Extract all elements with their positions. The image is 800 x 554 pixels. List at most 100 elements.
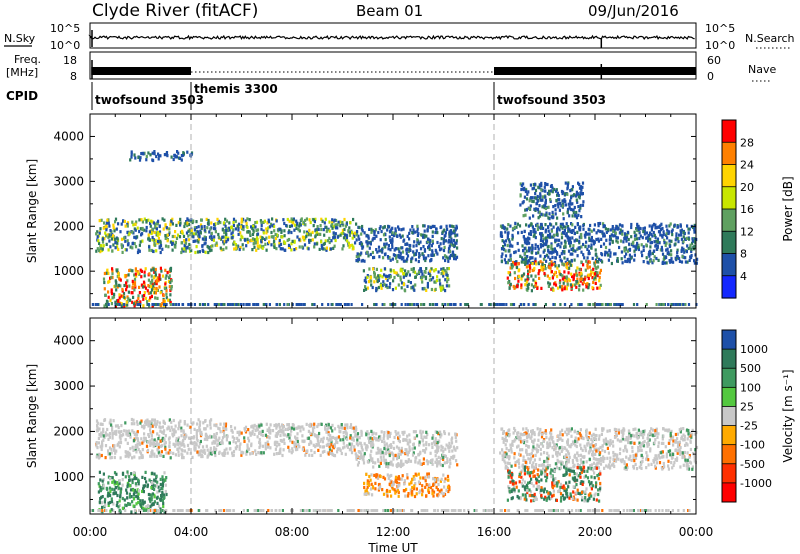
heatmap-cell bbox=[238, 447, 241, 451]
heatmap-cell bbox=[569, 199, 572, 203]
heatmap-cell bbox=[346, 437, 349, 441]
heatmap-cell bbox=[516, 241, 519, 246]
heatmap-cell bbox=[268, 436, 271, 440]
ground-scatter-cell bbox=[96, 303, 99, 306]
heatmap-cell bbox=[345, 233, 348, 237]
heatmap-cell bbox=[348, 244, 352, 248]
heatmap-cell bbox=[504, 443, 507, 447]
heatmap-cell bbox=[436, 430, 439, 434]
heatmap-cell bbox=[317, 443, 320, 447]
heatmap-cell bbox=[506, 234, 509, 238]
heatmap-cell bbox=[572, 276, 575, 280]
heatmap-cell bbox=[155, 422, 158, 426]
heatmap-cell bbox=[396, 259, 399, 264]
heatmap-cell bbox=[275, 233, 279, 237]
heatmap-cell bbox=[143, 228, 146, 232]
heatmap-cell bbox=[441, 230, 444, 234]
heatmap-cell bbox=[547, 205, 550, 209]
heatmap-cell bbox=[397, 255, 400, 259]
heatmap-cell bbox=[532, 186, 536, 190]
heatmap-cell bbox=[149, 153, 152, 157]
heatmap-cell bbox=[169, 451, 172, 455]
heatmap-cell bbox=[210, 233, 213, 237]
heatmap-cell bbox=[258, 424, 261, 428]
heatmap-cell bbox=[422, 235, 425, 239]
heatmap-cell bbox=[267, 242, 270, 246]
heatmap-cell bbox=[602, 234, 605, 238]
heatmap-cell bbox=[394, 453, 397, 457]
heatmap-cell bbox=[152, 440, 155, 445]
heatmap-cell bbox=[314, 445, 317, 449]
heatmap-cell bbox=[177, 427, 180, 431]
heatmap-cell bbox=[127, 432, 130, 436]
heatmap-cell bbox=[168, 285, 171, 289]
ground-scatter-cell bbox=[105, 303, 108, 306]
heatmap-cell bbox=[377, 274, 380, 278]
heatmap-cell bbox=[564, 245, 567, 249]
heatmap-cell bbox=[282, 448, 285, 452]
heatmap-cell bbox=[512, 284, 515, 289]
heatmap-cell bbox=[204, 250, 207, 254]
heatmap-cell bbox=[690, 247, 693, 251]
heatmap-cell bbox=[260, 223, 263, 227]
heatmap-cell bbox=[360, 227, 364, 231]
heatmap-cell bbox=[380, 268, 383, 272]
heatmap-cell bbox=[371, 229, 374, 233]
heatmap-cell bbox=[126, 239, 129, 243]
heatmap-cell bbox=[442, 453, 445, 457]
heatmap-cell bbox=[333, 218, 336, 222]
ground-scatter-cell bbox=[580, 303, 583, 306]
heatmap-cell bbox=[678, 259, 681, 263]
heatmap-cell bbox=[397, 283, 400, 287]
ground-scatter-cell bbox=[220, 303, 223, 306]
heatmap-cell bbox=[444, 289, 447, 293]
heatmap-cell bbox=[375, 438, 378, 442]
heatmap-cell bbox=[97, 441, 100, 445]
heatmap-cell bbox=[105, 234, 108, 238]
heatmap-cell bbox=[178, 425, 181, 429]
heatmap-cell bbox=[250, 238, 253, 242]
heatmap-cell bbox=[696, 257, 699, 261]
heatmap-cell bbox=[210, 236, 213, 240]
ground-scatter-cell bbox=[598, 303, 601, 306]
heatmap-cell bbox=[219, 430, 222, 434]
heatmap-cell bbox=[147, 233, 150, 237]
heatmap-cell bbox=[221, 439, 224, 443]
heatmap-cell bbox=[511, 235, 514, 239]
heatmap-cell bbox=[386, 436, 389, 440]
heatmap-cell bbox=[380, 286, 383, 290]
heatmap-cell bbox=[112, 223, 115, 227]
heatmap-cell bbox=[624, 237, 627, 241]
heatmap-cell bbox=[265, 248, 268, 252]
heatmap-cell bbox=[164, 268, 167, 272]
heatmap-cell bbox=[155, 227, 158, 231]
heatmap-cell bbox=[548, 276, 551, 281]
heatmap-cell bbox=[677, 240, 680, 244]
heatmap-cell bbox=[576, 266, 579, 270]
heatmap-cell bbox=[154, 425, 157, 429]
heatmap-cell bbox=[106, 427, 109, 432]
heatmap-cell bbox=[435, 458, 438, 462]
heatmap-cell bbox=[143, 274, 146, 278]
heatmap-cell bbox=[526, 255, 529, 259]
heatmap-cell bbox=[509, 266, 512, 270]
heatmap-cell bbox=[395, 254, 398, 258]
heatmap-cell bbox=[645, 231, 649, 235]
heatmap-cell bbox=[547, 225, 550, 229]
heatmap-cell bbox=[355, 233, 358, 237]
heatmap-cell bbox=[598, 279, 601, 283]
heatmap-cell bbox=[416, 224, 419, 228]
heatmap-cell bbox=[224, 424, 227, 428]
heatmap-cell bbox=[589, 238, 592, 242]
heatmap-cell bbox=[277, 422, 280, 427]
heatmap-cell bbox=[124, 421, 127, 425]
heatmap-cell bbox=[325, 229, 328, 233]
heatmap-cell bbox=[580, 188, 583, 192]
heatmap-cell bbox=[578, 267, 581, 271]
heatmap-cell bbox=[222, 221, 226, 225]
heatmap-cell bbox=[537, 185, 540, 189]
nsky-label: N.Sky bbox=[4, 32, 36, 45]
heatmap-cell bbox=[116, 245, 119, 249]
heatmap-cell bbox=[542, 264, 545, 269]
